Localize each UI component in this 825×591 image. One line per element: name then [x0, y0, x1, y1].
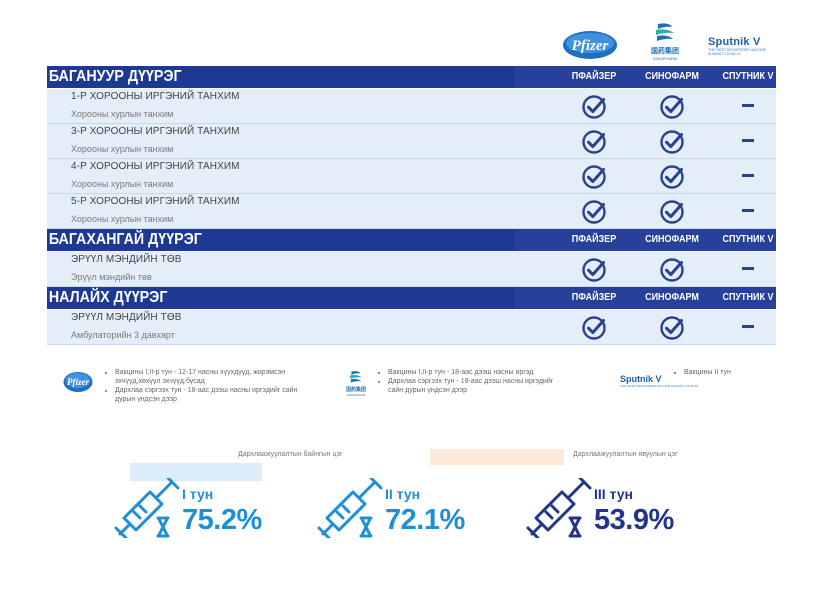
mobile-point-swatch [430, 449, 564, 465]
permanent-point-label: Дархлаажуулалтын байнгын цэг [238, 451, 343, 458]
column-header-1: СИНОФАРМ [645, 292, 699, 303]
sinopharm-logo: 国药集团 SINOPHARM [645, 22, 685, 62]
legend-sputnik: Вакцины II тун [674, 368, 774, 377]
legend-sinopharm-item: Вакцины I,II-р тун - 18-аас дээш насны и… [388, 368, 568, 377]
legend-sputnik-item: Вакцины II тун [684, 368, 774, 377]
legend-pfizer-item: Дархлаа сэргээх тун - 18-аас дээш насны … [115, 386, 300, 404]
dash-icon [742, 104, 754, 107]
legend-pfizer-logo: Pfizer [63, 371, 93, 398]
site-name: 5-Р ХОРООНЫ ИРГЭНИЙ ТАНХИМ [71, 196, 240, 207]
site-location: Амбулаторийн 3 давхарт [71, 330, 175, 340]
table-row: ЭРҮҮЛ МЭНДИЙН ТӨВ Эрүүл мэндийн төв [47, 252, 776, 287]
site-location: Хорооны хурлын танхим [71, 214, 174, 224]
dash-icon [742, 209, 754, 212]
column-header-1: СИНОФАРМ [645, 71, 699, 82]
check-icon [581, 94, 607, 120]
district-name: БАГАНУУР ДҮҮРЭГ [47, 66, 515, 88]
check-icon [581, 129, 607, 155]
check-icon [581, 315, 607, 341]
site-name: ЭРҮҮЛ МЭНДИЙН ТӨВ [71, 312, 182, 323]
check-icon [659, 199, 685, 225]
dose-label: I тун [182, 486, 214, 502]
legend-sputnik-logo: Sputnik V THE FIRST REGISTERED VACCINE A… [620, 374, 699, 388]
site-location: Хорооны хурлын танхим [71, 179, 174, 189]
dose-stat: II тун 72.1% [313, 476, 483, 548]
syringe-icon [522, 476, 602, 543]
dose-label: III тун [594, 486, 634, 502]
dose-percent: 53.9% [594, 504, 674, 536]
check-icon [581, 257, 607, 283]
dash-icon [742, 174, 754, 177]
check-icon [659, 129, 685, 155]
site-name: 4-Р ХОРООНЫ ИРГЭНИЙ ТАНХИМ [71, 161, 240, 172]
column-header-1: СИНОФАРМ [645, 234, 699, 245]
dose-percent: 75.2% [182, 504, 262, 536]
site-location: Хорооны хурлын танхим [71, 144, 174, 154]
district-name: НАЛАЙХ ДҮҮРЭГ [47, 287, 515, 309]
site-name: ЭРҮҮЛ МЭНДИЙН ТӨВ [71, 254, 182, 265]
column-header-2: СПУТНИК V [722, 71, 774, 82]
check-icon [659, 257, 685, 283]
site-location: Хорооны хурлын танхим [71, 109, 174, 119]
dash-icon [742, 139, 754, 142]
legend-pfizer-item: Вакцины I,II-р тун - 12-17 насны хүүхдүү… [115, 368, 300, 386]
column-header-0: ПФАЙЗЕР [571, 71, 617, 82]
table-row: 1-Р ХОРООНЫ ИРГЭНИЙ ТАНХИМ Хорооны хурлын… [47, 89, 776, 124]
column-header-2: СПУТНИК V [722, 234, 774, 245]
check-icon [581, 164, 607, 190]
svg-text:Pfizer: Pfizer [67, 377, 89, 387]
dose-stat: III тун 53.9% [522, 476, 692, 548]
district-header: БАГАХАНГАЙ ДҮҮРЭГ ПФАЙЗЕР СИНОФАРМ СПУТНИК … [47, 229, 776, 251]
permanent-point-swatch [130, 463, 262, 481]
column-header-0: ПФАЙЗЕР [571, 234, 617, 245]
pfizer-logo: Pfizer [562, 30, 618, 60]
district-header: НАЛАЙХ ДҮҮРЭГ ПФАЙЗЕР СИНОФАРМ СПУТНИК V [47, 287, 776, 309]
site-location: Эрүүл мэндийн төв [71, 272, 152, 282]
table-row: 4-Р ХОРООНЫ ИРГЭНИЙ ТАНХИМ Хорооны хурлын… [47, 159, 776, 194]
check-icon [659, 94, 685, 120]
dash-icon [742, 325, 754, 328]
district-name: БАГАХАНГАЙ ДҮҮРЭГ [47, 229, 515, 251]
dose-stat: I тун 75.2% [110, 476, 280, 548]
sputnik-logo: Sputnik V THE FIRST REGISTERED VACCINE A… [708, 36, 767, 56]
mobile-point-label: Дархлаажуулалтын явуулын цэг [573, 451, 678, 458]
syringe-icon [313, 476, 393, 543]
legend-sinopharm: Вакцины I,II-р тун - 18-аас дээш насны и… [378, 368, 568, 395]
table-row: 3-Р ХОРООНЫ ИРГЭНИЙ ТАНХИМ Хорооны хурлын… [47, 124, 776, 159]
column-header-0: ПФАЙЗЕР [571, 292, 617, 303]
dose-percent: 72.1% [385, 504, 465, 536]
column-header-2: СПУТНИК V [722, 292, 774, 303]
district-header: БАГАНУУР ДҮҮРЭГ ПФАЙЗЕР СИНОФАРМ СПУТНИК V [47, 66, 776, 88]
site-name: 3-Р ХОРООНЫ ИРГЭНИЙ ТАНХИМ [71, 126, 240, 137]
check-icon [659, 315, 685, 341]
check-icon [581, 199, 607, 225]
vaccination-table: БАГАНУУР ДҮҮРЭГ ПФАЙЗЕР СИНОФАРМ СПУТНИК V 1… [47, 66, 776, 356]
table-row: ЭРҮҮЛ МЭНДИЙН ТӨВ Амбулаторийн 3 давхарт [47, 310, 776, 345]
site-name: 1-Р ХОРООНЫ ИРГЭНИЙ ТАНХИМ [71, 91, 240, 102]
table-row: 5-Р ХОРООНЫ ИРГЭНИЙ ТАНХИМ Хорооны хурлын… [47, 194, 776, 229]
svg-text:Pfizer: Pfizer [572, 38, 609, 54]
dash-icon [742, 267, 754, 270]
check-icon [659, 164, 685, 190]
legend-sinopharm-item: Дархлаа сэргээх тун - 18-аас дээш насны … [388, 377, 568, 395]
legend-pfizer: Вакцины I,II-р тун - 12-17 насны хүүхдүү… [105, 368, 300, 404]
dose-label: II тун [385, 486, 421, 502]
syringe-icon [110, 476, 190, 543]
legend-sinopharm-logo: 国药集团 SINOPHARM [343, 370, 369, 397]
